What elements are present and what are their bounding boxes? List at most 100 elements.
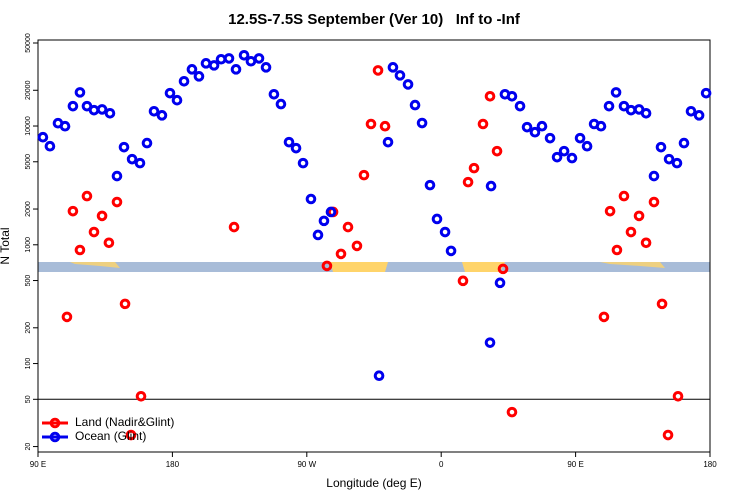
- point: [633, 210, 645, 222]
- point: [186, 64, 198, 75]
- point: [215, 53, 227, 65]
- point: [88, 104, 100, 116]
- point: [595, 120, 607, 132]
- point: [566, 152, 578, 164]
- point: [372, 65, 384, 76]
- y-tick-label: 20000: [25, 80, 32, 100]
- point: [685, 106, 697, 117]
- point: [416, 117, 428, 129]
- point: [253, 53, 265, 64]
- point: [506, 406, 518, 418]
- point: [126, 153, 138, 165]
- map-strip: [38, 262, 710, 272]
- point: [260, 62, 272, 73]
- point: [558, 145, 570, 157]
- point: [506, 90, 518, 102]
- point: [230, 64, 242, 75]
- point: [491, 145, 503, 157]
- point: [373, 370, 385, 382]
- point: [208, 60, 220, 71]
- x-tick-label: 90 W: [297, 460, 316, 469]
- point: [468, 162, 480, 174]
- point: [134, 157, 146, 169]
- point: [119, 298, 131, 310]
- point: [457, 275, 469, 287]
- point: [379, 120, 391, 132]
- point: [484, 90, 496, 102]
- point: [118, 141, 130, 153]
- point: [477, 118, 489, 130]
- point: [603, 100, 615, 112]
- point: [424, 179, 436, 191]
- plot-frame: [37, 39, 711, 453]
- point: [439, 226, 451, 238]
- point: [521, 121, 533, 133]
- point: [103, 237, 115, 249]
- point: [671, 157, 683, 169]
- land-strip: [600, 262, 665, 268]
- point: [581, 140, 593, 152]
- point: [61, 311, 73, 323]
- land-strip: [330, 262, 388, 272]
- point: [275, 98, 287, 110]
- point: [382, 136, 394, 148]
- point: [238, 49, 250, 61]
- point: [610, 87, 622, 98]
- y-tick-label: 100: [25, 358, 32, 370]
- point: [111, 196, 123, 208]
- x-tick-label: 90 E: [30, 460, 46, 469]
- point: [335, 248, 347, 260]
- point: [111, 170, 123, 182]
- point: [358, 169, 370, 181]
- point: [655, 141, 667, 153]
- point: [497, 263, 509, 275]
- point: [200, 58, 212, 69]
- point: [662, 429, 674, 441]
- point: [164, 87, 176, 99]
- y-tick-label: 1000: [25, 237, 32, 253]
- point: [223, 53, 235, 64]
- point: [88, 226, 100, 238]
- point: [494, 277, 506, 289]
- point: [514, 100, 526, 112]
- legend-label: Land (Nadir&Glint): [75, 415, 174, 429]
- point: [394, 70, 406, 81]
- x-tick-label: 0: [439, 460, 444, 469]
- y-tick-label: 10000: [25, 116, 32, 136]
- point: [462, 176, 474, 188]
- point: [148, 106, 160, 117]
- point: [74, 87, 86, 98]
- point: [663, 153, 675, 165]
- point: [178, 75, 190, 87]
- point: [618, 190, 630, 202]
- point: [228, 221, 240, 233]
- y-tick-label: 20: [25, 443, 32, 451]
- point: [81, 190, 93, 202]
- point: [135, 390, 147, 402]
- point: [656, 298, 668, 310]
- point: [245, 55, 257, 67]
- point: [268, 88, 280, 100]
- y-tick-label: 5000: [25, 154, 32, 170]
- point: [648, 170, 660, 182]
- point: [305, 193, 317, 205]
- y-tick-label: 50000: [25, 33, 32, 53]
- point: [678, 137, 690, 149]
- point: [67, 205, 79, 217]
- point: [96, 104, 108, 115]
- point: [193, 71, 205, 82]
- x-axis-label: Longitude (deg E): [326, 476, 421, 490]
- land-strip: [70, 262, 120, 268]
- point: [312, 229, 324, 241]
- point: [648, 196, 660, 208]
- point: [351, 240, 363, 252]
- point: [598, 311, 610, 323]
- point: [74, 244, 86, 256]
- point: [342, 221, 354, 233]
- legend-marker: [49, 431, 61, 443]
- y-tick-label: 500: [25, 275, 32, 287]
- point: [551, 151, 563, 163]
- legend-marker: [49, 417, 61, 429]
- point: [485, 180, 497, 192]
